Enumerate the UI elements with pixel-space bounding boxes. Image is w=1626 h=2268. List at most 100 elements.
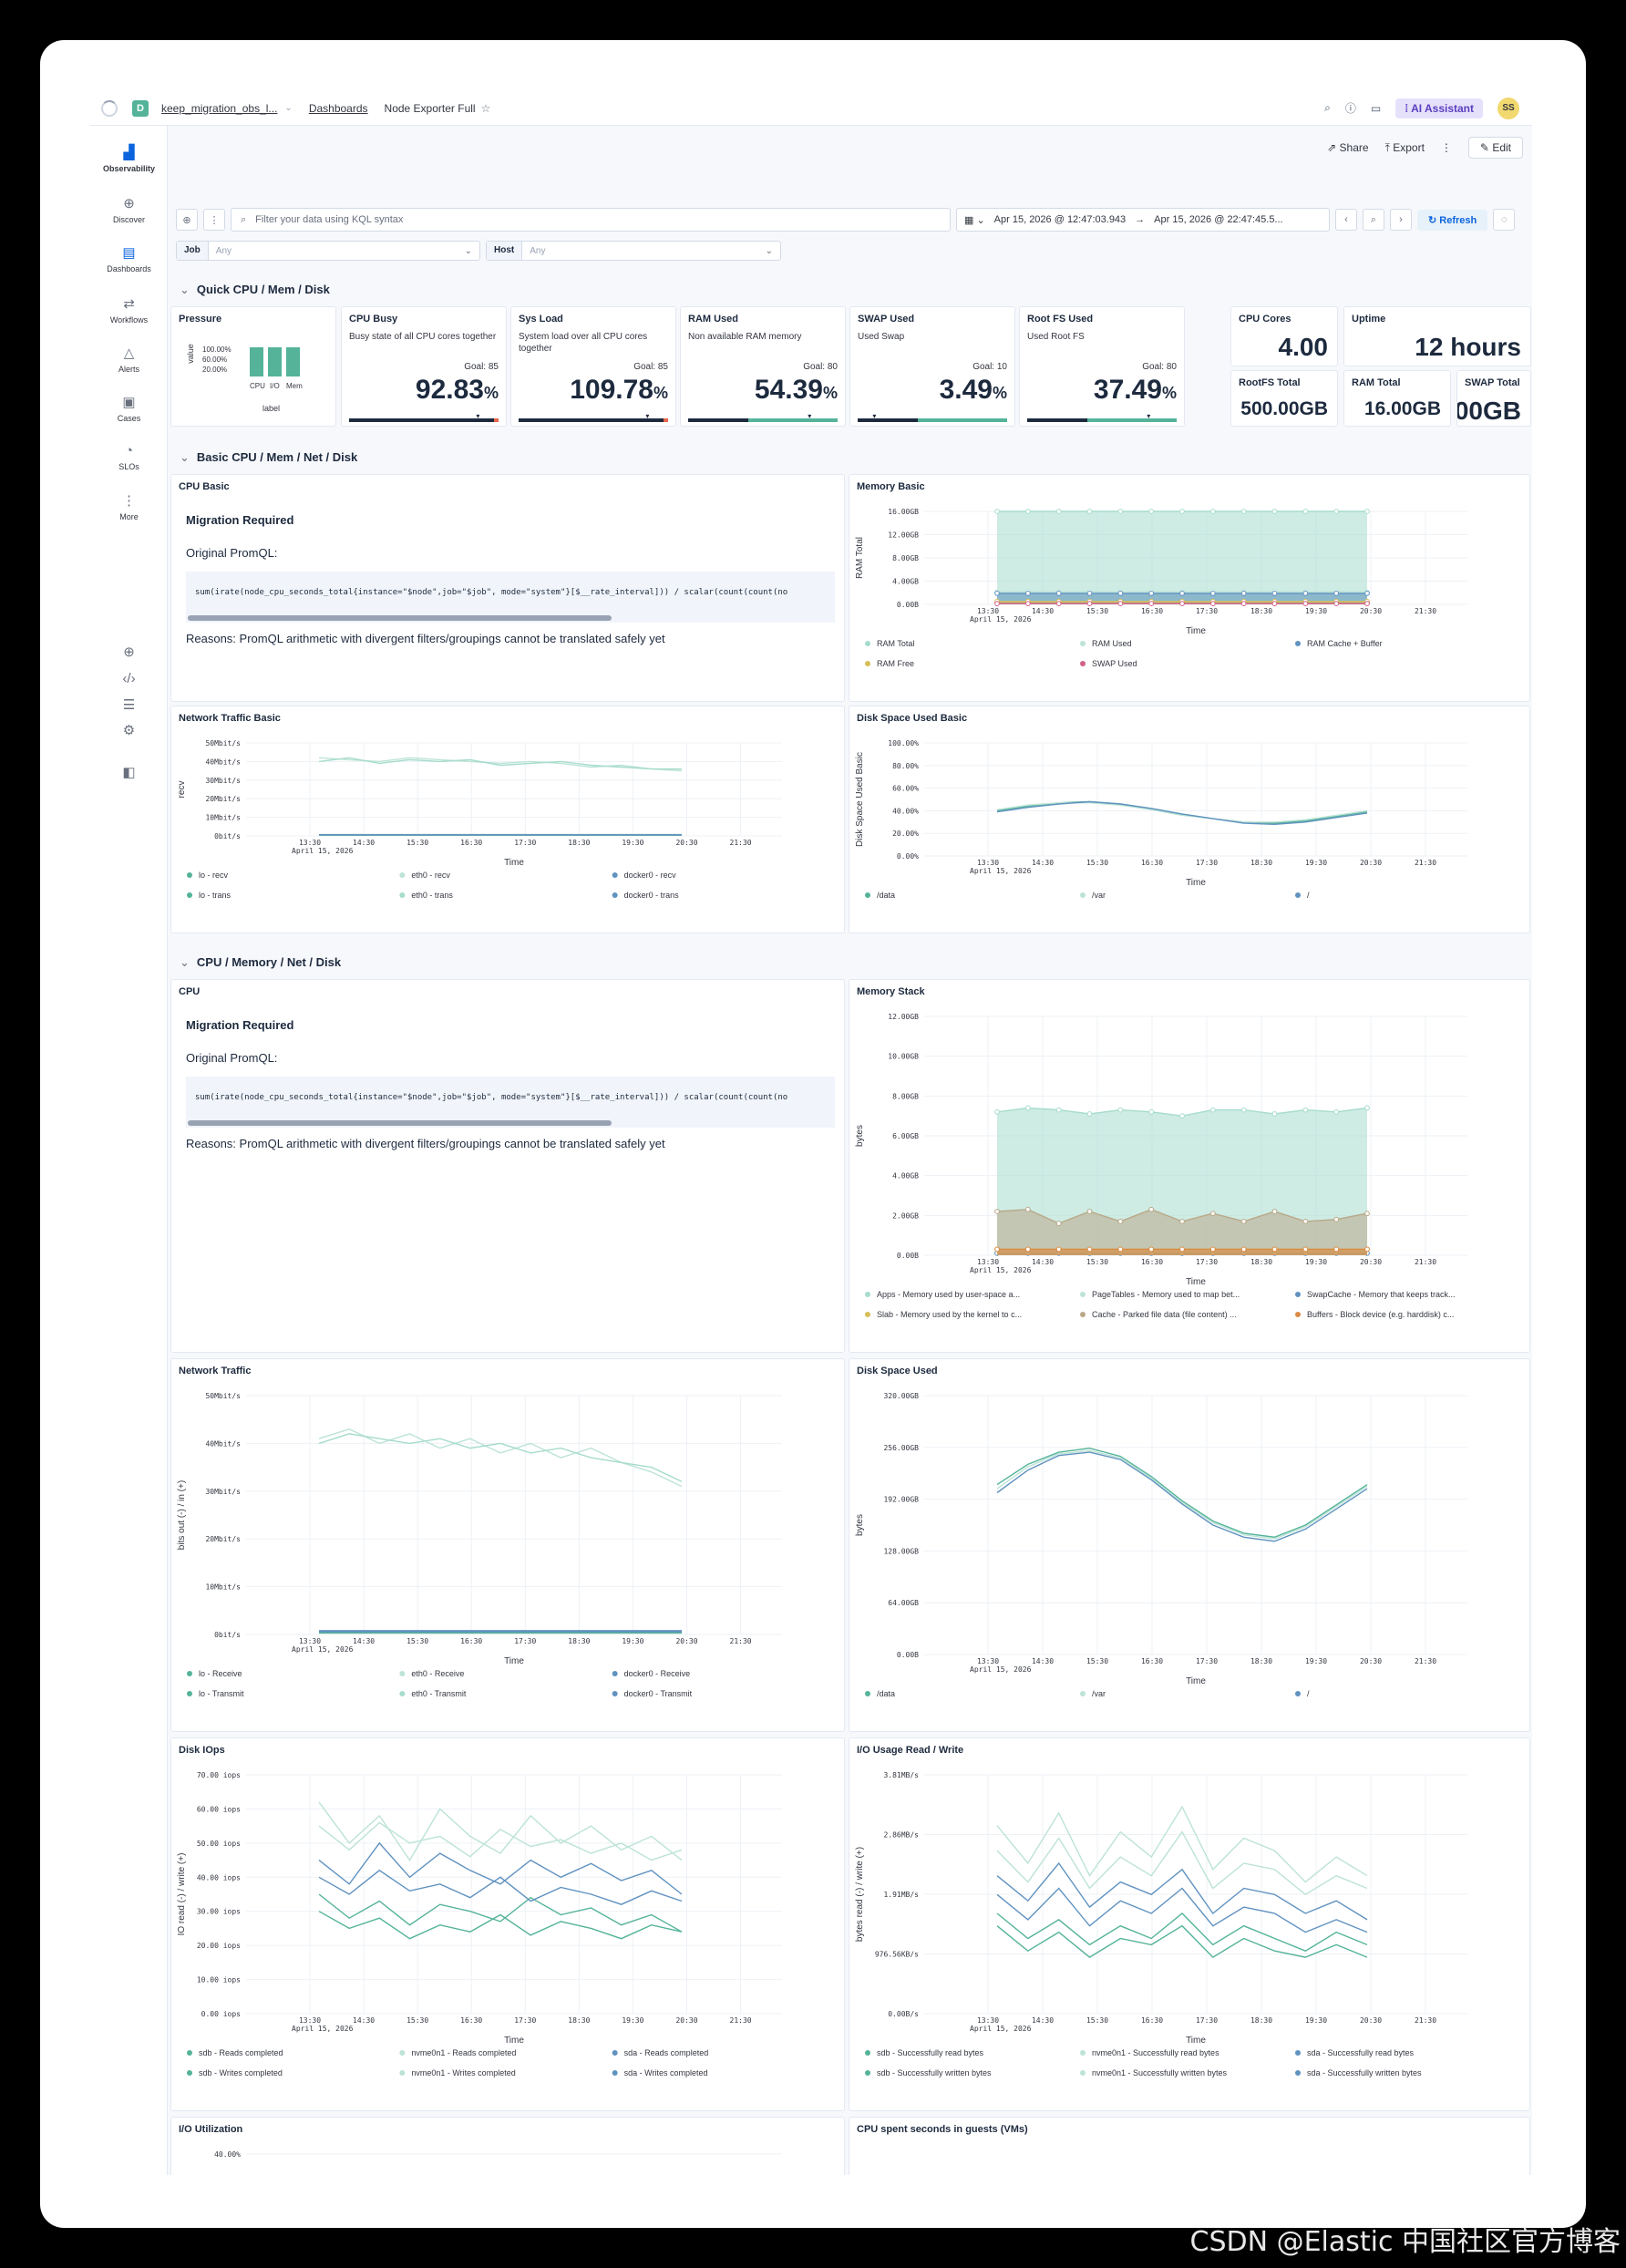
zoom-out-button[interactable]: ⌕ [1363,209,1384,231]
data-point[interactable] [1024,1105,1031,1111]
data-point[interactable] [1271,1209,1278,1214]
query-menu-button[interactable]: ⋮ [203,209,225,231]
nav-collapse[interactable]: ◧ [90,764,168,784]
data-point[interactable] [1209,1211,1216,1217]
section-basic[interactable]: ⌄ Basic CPU / Mem / Net / Disk [180,450,357,465]
data-point[interactable] [1055,1221,1062,1226]
legend-item[interactable]: sda - Reads completed [624,2048,709,2057]
data-point[interactable] [1209,601,1216,607]
legend-item[interactable]: /data [877,891,895,900]
series-line[interactable] [318,757,683,772]
legend-item[interactable]: lo - recv [199,871,229,880]
space-avatar[interactable]: D [132,99,149,117]
data-point[interactable] [1086,1209,1093,1214]
data-point[interactable] [1302,1218,1309,1224]
data-point[interactable] [1302,1107,1309,1113]
legend-item[interactable]: sda - Successfully read bytes [1307,2048,1415,2057]
data-point[interactable] [1179,590,1185,596]
bar-mem[interactable] [286,347,300,376]
add-filter-button[interactable]: ⊕ [176,209,198,231]
data-point[interactable] [1271,601,1278,607]
edit-button[interactable]: ✎ Edit [1467,137,1523,159]
star-icon[interactable]: ☆ [480,101,491,115]
legend-item[interactable]: nvme0n1 - Reads completed [411,2048,516,2057]
variable-job-select[interactable]: Job Any ⌄ [176,241,480,261]
series-line[interactable] [996,1830,1368,1896]
data-point[interactable] [994,1246,1000,1253]
legend-item[interactable]: / [1307,891,1310,900]
time-back-button[interactable]: ‹ [1335,209,1357,231]
data-point[interactable] [1240,601,1247,607]
data-point[interactable] [1302,590,1309,596]
series-line[interactable] [996,1805,1368,1883]
legend-item[interactable]: lo - Receive [199,1669,242,1678]
data-point[interactable] [1271,509,1278,514]
data-point[interactable] [1148,601,1155,607]
legend-item[interactable]: /var [1092,1689,1106,1698]
legend-item[interactable]: sdb - Writes completed [199,2068,283,2077]
nav-dashboards[interactable]: ▤ Dashboards [90,244,168,273]
nav-discover[interactable]: ⊕ Discover [90,195,168,224]
data-point[interactable] [1364,1105,1370,1111]
data-point[interactable] [1333,1216,1340,1222]
legend-item[interactable]: sda - Successfully written bytes [1307,2068,1422,2077]
legend-item[interactable]: eth0 - trans [411,891,453,900]
data-point[interactable] [1117,1246,1124,1253]
nav-cases[interactable]: ▣ Cases [90,394,168,423]
nav-add[interactable]: ⊕ [90,644,168,664]
legend-item[interactable]: Cache - Parked file data (file content) … [1092,1310,1237,1319]
help-icon[interactable]: ⓘ [1344,102,1356,115]
data-point[interactable] [1364,590,1370,596]
series-line[interactable] [996,1924,1368,1958]
data-point[interactable] [1271,590,1278,596]
data-point[interactable] [1024,590,1031,596]
data-point[interactable] [1086,601,1093,607]
data-point[interactable] [994,1209,1000,1214]
data-point[interactable] [1148,1206,1155,1212]
bar-cpu[interactable] [250,347,263,376]
data-point[interactable] [1086,509,1093,514]
share-button[interactable]: ⇗ Share [1327,141,1368,154]
section-full[interactable]: ⌄ CPU / Memory / Net / Disk [180,955,341,970]
data-point[interactable] [1179,1218,1185,1224]
legend-item[interactable]: sdb - Reads completed [199,2048,283,2057]
kql-search-input[interactable]: ⌕ Filter your data using KQL syntax [231,208,951,232]
series-line[interactable] [996,1887,1368,1933]
section-quick[interactable]: ⌄ Quick CPU / Mem / Disk [180,283,330,297]
data-point[interactable] [1086,590,1093,596]
series-line[interactable] [318,1821,683,1861]
nav-settings[interactable]: ⚙ [90,722,168,742]
nav-data[interactable]: ☰ [90,696,168,716]
data-point[interactable] [1117,1107,1124,1113]
legend-item[interactable]: PageTables - Memory used to map bet... [1092,1290,1240,1299]
data-point[interactable] [1024,1206,1031,1212]
legend-item[interactable]: docker0 - Receive [624,1669,691,1678]
legend-item[interactable]: RAM Total [877,639,914,648]
data-point[interactable] [1117,590,1124,596]
data-point[interactable] [1148,1108,1155,1115]
breadcrumb-dashboards[interactable]: Dashboards [308,101,368,115]
legend-item[interactable]: / [1307,1689,1310,1698]
legend-item[interactable]: eth0 - Transmit [411,1689,467,1698]
legend-item[interactable]: lo - Transmit [199,1689,244,1698]
series-line[interactable] [996,1912,1368,1952]
data-point[interactable] [1333,509,1340,514]
data-point[interactable] [1333,601,1340,607]
user-avatar[interactable]: SS [1497,97,1519,119]
data-point[interactable] [1209,590,1216,596]
legend-item[interactable]: RAM Used [1092,639,1132,648]
nav-alerts[interactable]: △ Alerts [90,345,168,374]
series-line[interactable] [996,1447,1368,1539]
legend-item[interactable]: sda - Writes completed [624,2068,708,2077]
series-line[interactable] [318,757,682,770]
legend-item[interactable]: SwapCache - Memory that keeps track... [1307,1290,1456,1299]
series-line[interactable] [318,1869,683,1905]
legend-item[interactable]: sdb - Successfully written bytes [877,2068,992,2077]
chat-icon[interactable]: ▭ [1370,101,1382,115]
legend-item[interactable]: Apps - Memory used by user-space a... [877,1290,1020,1299]
series-area[interactable] [997,511,1367,604]
data-point[interactable] [1179,1246,1185,1253]
legend-item[interactable]: RAM Free [877,659,914,668]
nav-observability[interactable]: ▟ Observability [90,144,168,173]
data-point[interactable] [1364,1246,1370,1253]
